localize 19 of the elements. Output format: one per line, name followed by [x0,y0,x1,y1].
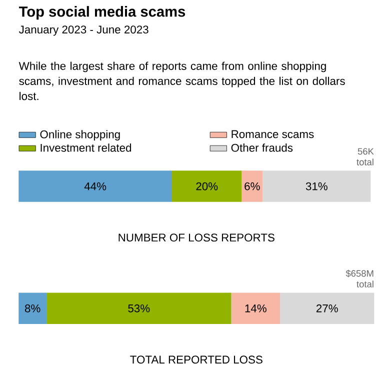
data-label: 31% [306,182,328,190]
data-label: 44% [84,182,106,190]
legend-label: Other frauds [231,144,293,152]
data-label: 27% [316,304,338,312]
data-label: 53% [128,304,150,312]
legend-label: Online shopping [40,130,120,140]
y-tick-label: NUMBER OF LOSS REPORTS [118,234,274,242]
chart-subtitle: January 2023 - June 2023 [18,26,148,36]
data-label: 20% [196,182,218,190]
chart-title: Top social media scams [18,6,186,20]
data-label: 14% [245,304,266,312]
data-label: 8% [24,304,40,312]
legend-label: Romance scams [232,130,314,138]
y-tick-label: TOTAL REPORTED LOSS [130,356,262,364]
data-label: 6% [244,182,260,190]
text: 56K total [356,148,374,166]
text: While the largest share of reports came from online shopping scams, investment and romance scams topped the list on dollars lost. [18,62,345,100]
legend-label: Investment related [40,144,132,152]
annotation: $658M total [346,270,374,288]
